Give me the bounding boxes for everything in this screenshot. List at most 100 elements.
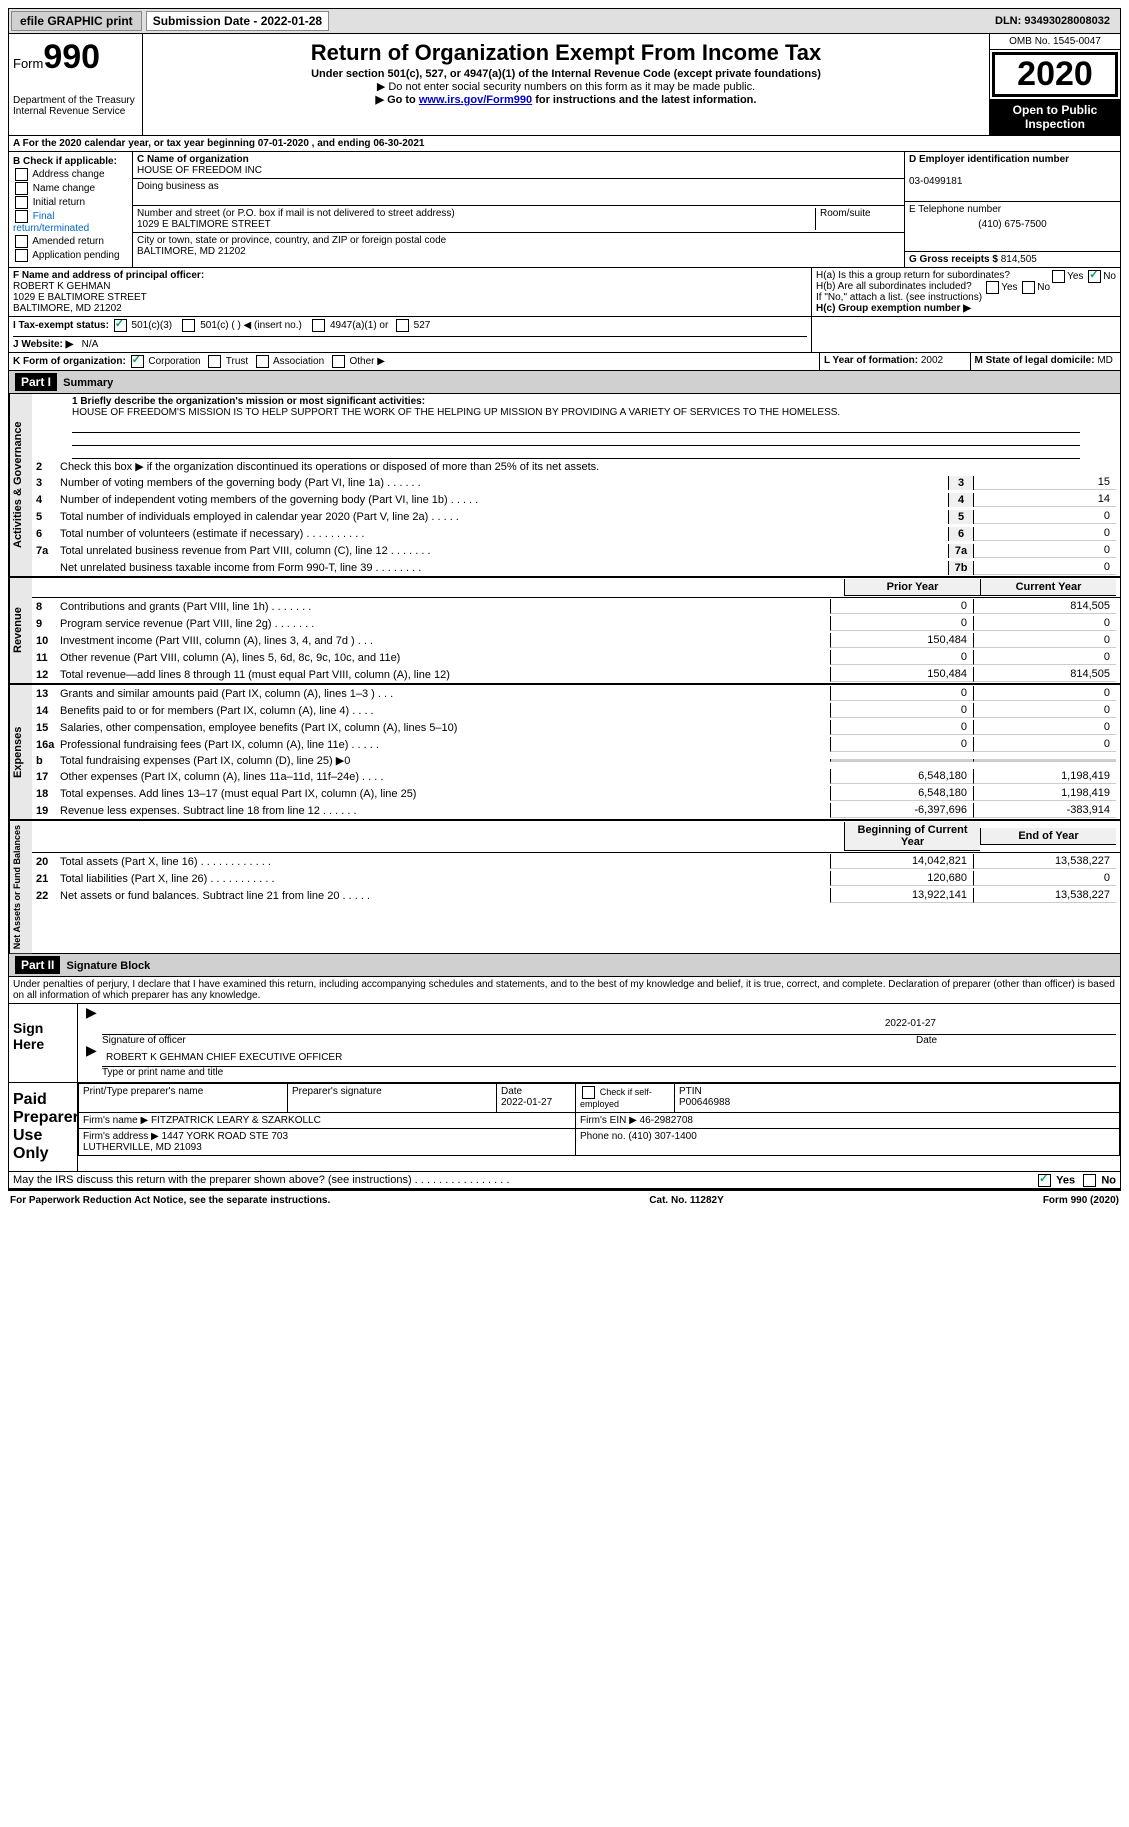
summary-line: 17Other expenses (Part IX, column (A), l… xyxy=(32,768,1120,785)
h-note: If "No," attach a list. (see instruction… xyxy=(816,292,1116,303)
firm-phone: (410) 307-1400 xyxy=(628,1131,696,1142)
street-address: 1029 E BALTIMORE STREET xyxy=(137,219,271,230)
sig-officer-label: Signature of officer xyxy=(102,1035,916,1046)
summary-line: 16aProfessional fundraising fees (Part I… xyxy=(32,736,1120,753)
chk-amended[interactable]: Amended return xyxy=(13,235,128,248)
officer-addr2: BALTIMORE, MD 21202 xyxy=(13,303,122,314)
open-to-public: Open to Public Inspection xyxy=(990,99,1120,135)
col-prior: Prior Year xyxy=(844,579,980,596)
org-name: HOUSE OF FREEDOM INC xyxy=(137,165,262,176)
instr-link: ▶ Go to www.irs.gov/Form990 for instruct… xyxy=(147,93,985,106)
part1-hdr: Part I xyxy=(15,373,57,391)
summary-line: 22Net assets or fund balances. Subtract … xyxy=(32,887,1120,904)
room-label: Room/suite xyxy=(820,208,871,219)
chk-app-pending[interactable]: Application pending xyxy=(13,249,128,262)
chk-discuss-yes[interactable] xyxy=(1038,1174,1051,1187)
chk-corp[interactable] xyxy=(131,355,144,368)
chk-assoc[interactable] xyxy=(256,355,269,368)
form-header: Form990 Department of the Treasury Inter… xyxy=(8,34,1121,136)
top-bar: efile GRAPHIC print Submission Date - 20… xyxy=(8,8,1121,34)
chk-trust[interactable] xyxy=(208,355,221,368)
domicile-label: M State of legal domicile: xyxy=(975,355,1095,366)
sig-date-value: 2022-01-27 xyxy=(885,1018,936,1029)
form-prefix: Form xyxy=(13,56,43,71)
side-governance: Activities & Governance xyxy=(9,394,32,576)
form-title: Return of Organization Exempt From Incom… xyxy=(147,40,985,66)
part2-hdr: Part II xyxy=(15,956,60,974)
box-b: B Check if applicable: Address change Na… xyxy=(9,152,133,267)
firm-name: FITZPATRICK LEARY & SZARKOLLC xyxy=(151,1115,321,1126)
mission-label: 1 Briefly describe the organization's mi… xyxy=(72,396,425,407)
chk-final-return[interactable]: Final return/terminated xyxy=(13,210,128,234)
instr-ssn: ▶ Do not enter social security numbers o… xyxy=(147,80,985,93)
gross-value: 814,505 xyxy=(1001,254,1037,265)
tax-status-row: I Tax-exempt status: 501(c)(3) 501(c) ( … xyxy=(8,317,1121,353)
col-begin: Beginning of Current Year xyxy=(844,822,980,851)
form-org-label: K Form of organization: xyxy=(13,356,126,367)
box-b-label: B Check if applicable: xyxy=(13,156,117,167)
city-label: City or town, state or province, country… xyxy=(137,235,446,246)
box-h: H(a) Is this a group return for subordin… xyxy=(812,268,1120,316)
chk-501c[interactable] xyxy=(182,319,195,332)
efile-button[interactable]: efile GRAPHIC print xyxy=(11,11,142,31)
chk-501c3[interactable] xyxy=(114,319,127,332)
summary-line: 18Total expenses. Add lines 13–17 (must … xyxy=(32,785,1120,802)
chk-4947[interactable] xyxy=(312,319,325,332)
website-label: J Website: ▶ xyxy=(13,339,73,350)
chk-discuss-no[interactable] xyxy=(1083,1174,1096,1187)
signature-block: Sign Here ▶ 2022-01-27 Signature of offi… xyxy=(8,1004,1121,1083)
form-title-box: Return of Organization Exempt From Incom… xyxy=(143,34,989,135)
summary-line: 15Salaries, other compensation, employee… xyxy=(32,719,1120,736)
summary-line: 3Number of voting members of the governi… xyxy=(32,474,1120,491)
ein-value: 03-0499181 xyxy=(909,176,962,187)
dln: DLN: 93493028008032 xyxy=(995,15,1118,27)
chk-address-change[interactable]: Address change xyxy=(13,168,128,181)
dba-label: Doing business as xyxy=(137,181,219,192)
paid-preparer-label: Paid Preparer Use Only xyxy=(9,1083,78,1171)
side-revenue: Revenue xyxy=(9,578,32,683)
discuss-row: May the IRS discuss this return with the… xyxy=(8,1172,1121,1189)
summary-line: 7aTotal unrelated business revenue from … xyxy=(32,542,1120,559)
box-de: D Employer identification number 03-0499… xyxy=(904,152,1120,267)
side-expenses: Expenses xyxy=(9,685,32,819)
ha-label: H(a) Is this a group return for subordin… xyxy=(816,270,1010,281)
preparer-block: Paid Preparer Use Only Print/Type prepar… xyxy=(8,1083,1121,1172)
form-footer: Form 990 (2020) xyxy=(1043,1195,1119,1206)
officer-name: ROBERT K GEHMAN xyxy=(13,281,110,292)
phone-value: (410) 675-7500 xyxy=(909,219,1116,230)
summary-line: 11Other revenue (Part VIII, column (A), … xyxy=(32,649,1120,666)
preparer-table: Print/Type preparer's name Preparer's si… xyxy=(78,1083,1120,1156)
org-name-label: C Name of organization xyxy=(137,154,249,165)
summary-line: 20Total assets (Part X, line 16) . . . .… xyxy=(32,853,1120,870)
summary-line: 10Investment income (Part VIII, column (… xyxy=(32,632,1120,649)
page-footer: For Paperwork Reduction Act Notice, see … xyxy=(8,1191,1121,1210)
addr-label: Number and street (or P.O. box if mail i… xyxy=(137,208,455,219)
summary-line: 8Contributions and grants (Part VIII, li… xyxy=(32,598,1120,615)
part2-title: Signature Block xyxy=(66,960,150,972)
irs-link[interactable]: www.irs.gov/Form990 xyxy=(419,94,532,106)
form-id-box: Form990 Department of the Treasury Inter… xyxy=(9,34,143,135)
mission-text: HOUSE OF FREEDOM'S MISSION IS TO HELP SU… xyxy=(72,407,840,418)
phone-label: E Telephone number xyxy=(909,204,1001,215)
omb-number: OMB No. 1545-0047 xyxy=(990,34,1120,50)
summary-line: 5Total number of individuals employed in… xyxy=(32,508,1120,525)
chk-527[interactable] xyxy=(396,319,409,332)
chk-name-change[interactable]: Name change xyxy=(13,182,128,195)
sign-here-label: Sign Here xyxy=(9,1004,78,1082)
ein-label: D Employer identification number xyxy=(909,154,1069,165)
chk-initial-return[interactable]: Initial return xyxy=(13,196,128,209)
part-2: Part II Signature Block Under penalties … xyxy=(8,954,1121,1004)
prep-sig-label: Preparer's signature xyxy=(288,1084,497,1113)
part-1: Part I Summary Activities & Governance 1… xyxy=(8,371,1121,954)
col-current: Current Year xyxy=(980,579,1116,596)
form-number: 990 xyxy=(43,38,100,76)
box-c: C Name of organization HOUSE OF FREEDOM … xyxy=(133,152,904,267)
summary-line: Net unrelated business taxable income fr… xyxy=(32,559,1120,576)
chk-other[interactable] xyxy=(332,355,345,368)
pra-notice: For Paperwork Reduction Act Notice, see … xyxy=(10,1195,330,1206)
ptin: P00646988 xyxy=(679,1097,730,1108)
part1-title: Summary xyxy=(63,377,113,389)
dept-treasury: Department of the Treasury Internal Reve… xyxy=(13,95,138,117)
submission-date: Submission Date - 2022-01-28 xyxy=(146,11,329,31)
discuss-text: May the IRS discuss this return with the… xyxy=(13,1174,509,1186)
